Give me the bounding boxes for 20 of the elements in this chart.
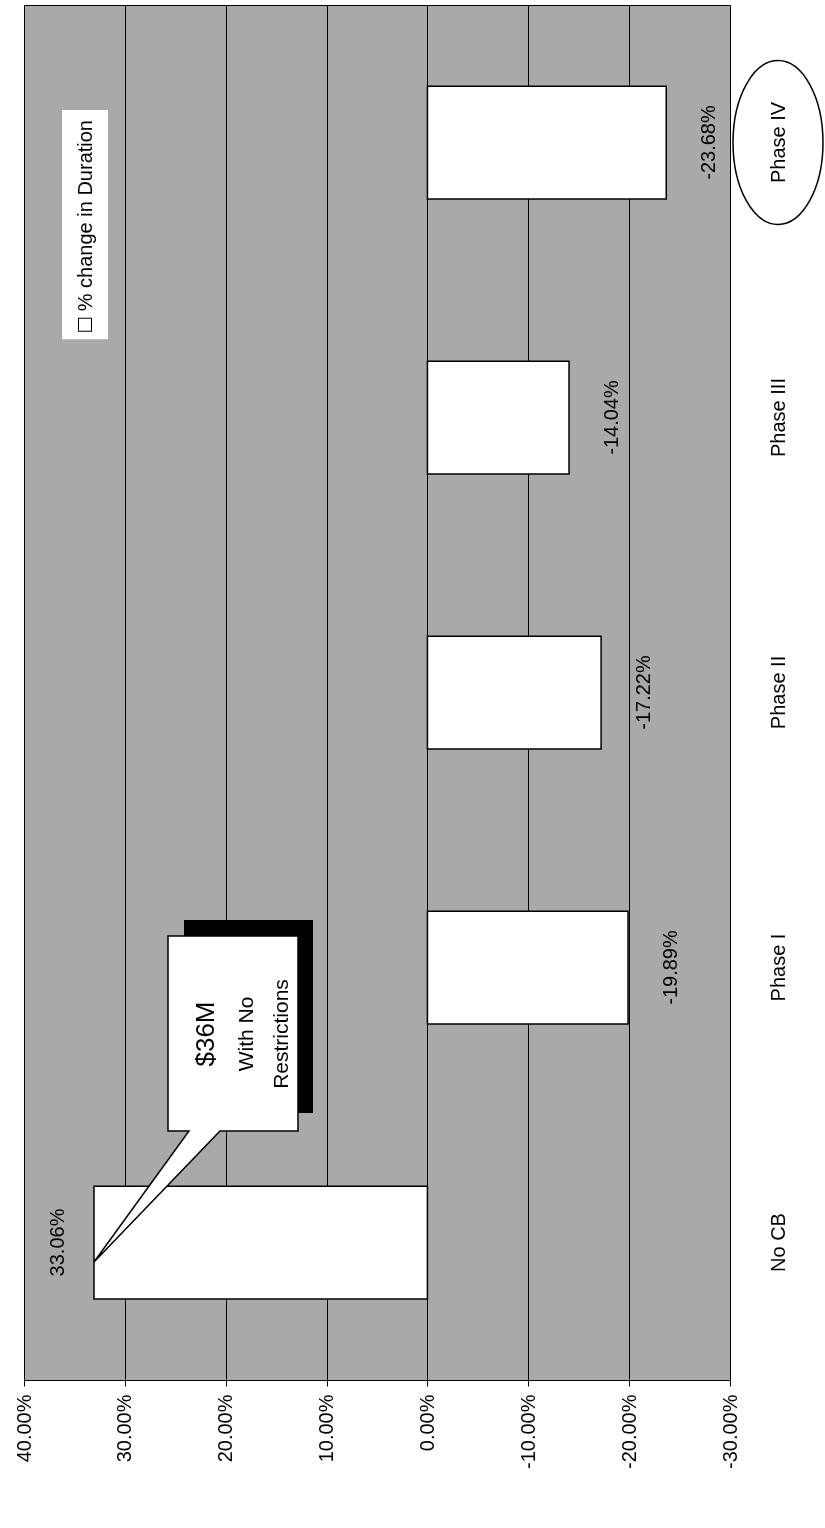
annotation: $36M With No Restrictions xyxy=(190,979,292,1089)
x-tick-label: -10.00% xyxy=(516,1394,539,1469)
legend: % change in Duration xyxy=(62,110,108,340)
y-tick-label: Phase II xyxy=(766,655,789,730)
x-tick-label: -30.00% xyxy=(718,1394,741,1469)
x-tick-label: 20.00% xyxy=(214,1394,237,1463)
y-tick-label: Phase I xyxy=(766,933,789,1002)
y-tick-label: Phase IV xyxy=(766,101,789,184)
x-tick-label: 30.00% xyxy=(113,1394,136,1463)
y-tick-label: Phase III xyxy=(766,378,789,457)
data-label: -14.04% xyxy=(600,380,623,455)
x-tick-label: -20.00% xyxy=(617,1394,640,1469)
data-label: -17.22% xyxy=(632,655,655,730)
x-tick-label: 0.00% xyxy=(415,1394,438,1452)
x-tick-label: 10.00% xyxy=(315,1394,338,1463)
y-tick-label: No CB xyxy=(766,1213,789,1272)
data-label: -23.68% xyxy=(697,105,720,180)
data-label: -19.89% xyxy=(659,930,682,1005)
x-tick-label: 40.00% xyxy=(12,1394,35,1463)
data-label: 33.06% xyxy=(45,1208,68,1277)
